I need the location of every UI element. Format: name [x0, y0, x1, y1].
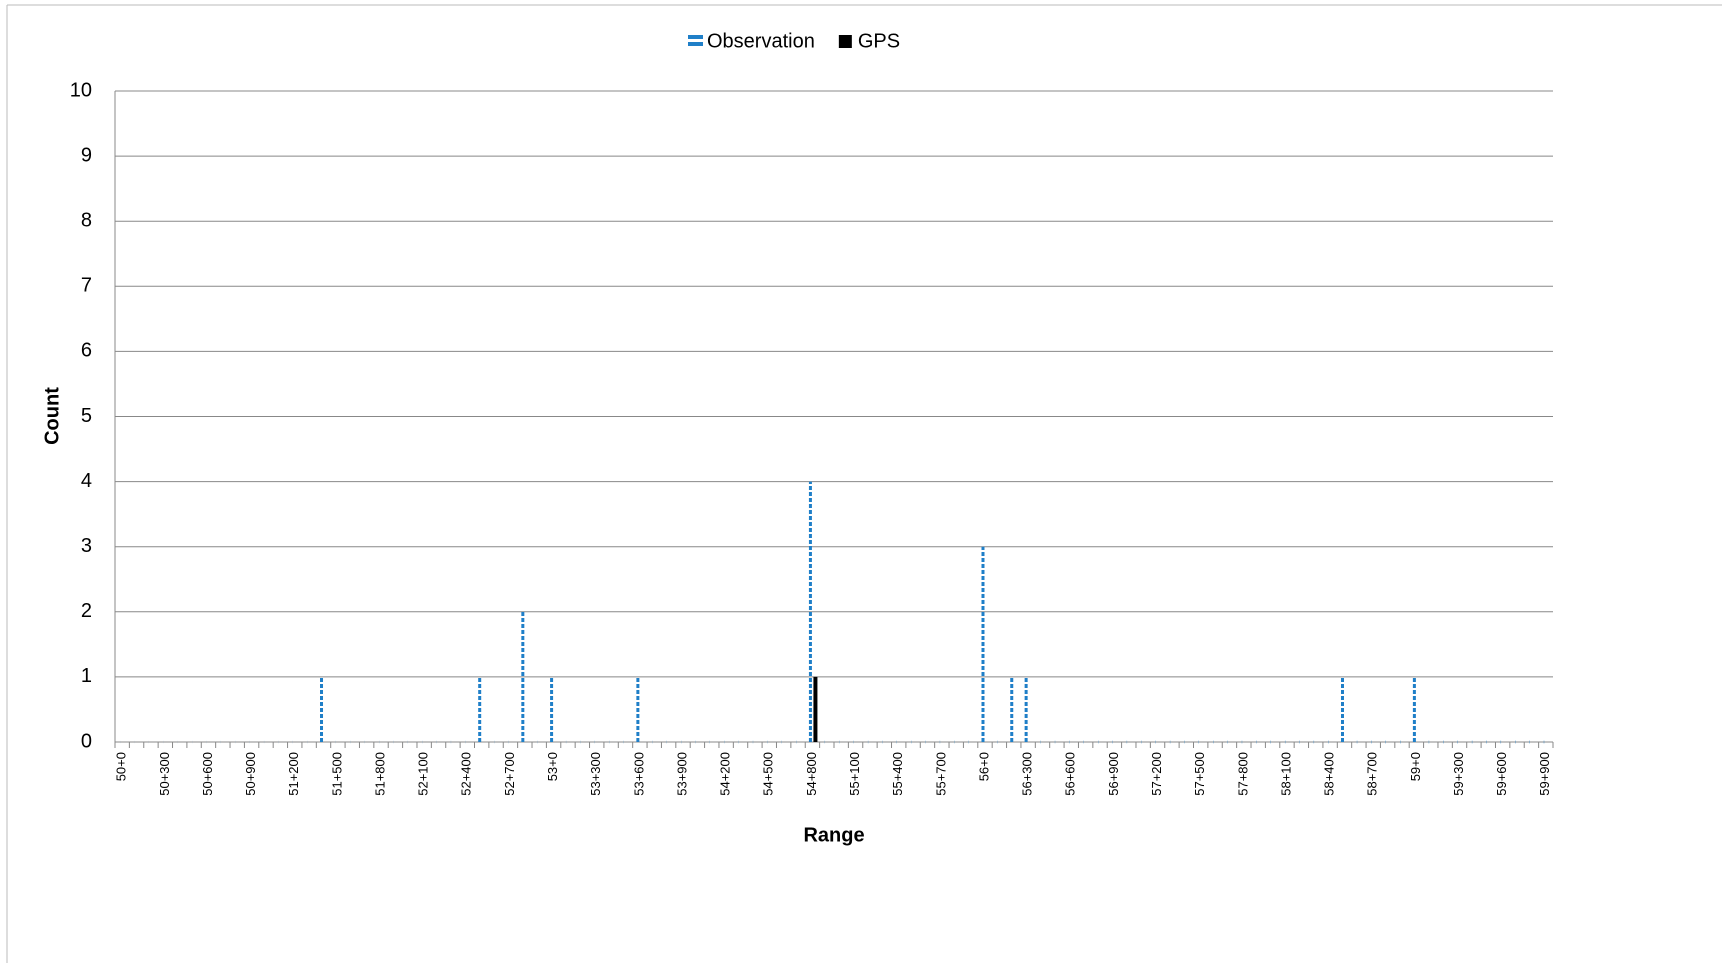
- y-tick-label: 7: [81, 275, 92, 297]
- x-tick-label: 57+500: [1192, 752, 1207, 796]
- x-tick-label: 57+200: [1149, 752, 1164, 796]
- y-tick-label: 2: [81, 600, 92, 622]
- x-tick-label: 58+400: [1322, 752, 1337, 796]
- x-tick-label: 59+900: [1537, 752, 1552, 796]
- x-tick-label: 52+100: [416, 752, 431, 796]
- x-tick-label: 50+0: [114, 752, 129, 781]
- x-tick-label: 55+100: [847, 752, 862, 796]
- x-tick-label: 59+300: [1451, 752, 1466, 796]
- x-tick-label: 52+700: [502, 752, 517, 796]
- x-tick-label: 51+200: [286, 752, 301, 796]
- x-axis-title: Range: [803, 824, 864, 846]
- y-tick-label: 1: [81, 665, 92, 687]
- y-tick-label: 5: [81, 405, 92, 427]
- x-tick-label: 50+600: [200, 752, 215, 796]
- x-tick-label: 53+300: [588, 752, 603, 796]
- x-tick-label: 56+300: [1020, 752, 1035, 796]
- x-tick-label: 55+400: [890, 752, 905, 796]
- x-tick-label: 54+800: [804, 752, 819, 796]
- x-tick-label: 58+700: [1365, 752, 1380, 796]
- x-tick-label: 54+200: [718, 752, 733, 796]
- y-tick-label: 4: [81, 470, 92, 492]
- x-tick-label: 57+800: [1235, 752, 1250, 796]
- bar: [813, 676, 818, 742]
- x-tick-label: 50+300: [157, 752, 172, 796]
- x-tick-label: 53+600: [631, 752, 646, 796]
- x-tick-label: 51+800: [372, 752, 387, 796]
- legend-swatch: [688, 35, 703, 39]
- y-tick-label: 0: [81, 730, 92, 752]
- legend-swatch: [838, 35, 852, 48]
- y-tick-label: 6: [81, 340, 92, 362]
- legend-label: GPS: [858, 30, 900, 52]
- x-tick-label: 55+700: [933, 752, 948, 796]
- x-tick-label: 56+600: [1063, 752, 1078, 796]
- y-tick-label: 9: [81, 144, 92, 166]
- y-axis-title: Count: [41, 387, 63, 445]
- legend-swatch: [688, 42, 703, 46]
- x-tick-label: 51+500: [329, 752, 344, 796]
- x-tick-label: 59+0: [1408, 752, 1423, 781]
- y-tick-label: 8: [81, 209, 92, 231]
- y-tick-label: 10: [70, 79, 92, 101]
- x-tick-label: 52+400: [459, 752, 474, 796]
- x-tick-label: 59+600: [1494, 752, 1509, 796]
- x-tick-label: 53+0: [545, 752, 560, 781]
- x-tick-label: 56+900: [1106, 752, 1121, 796]
- x-tick-label: 50+900: [243, 752, 258, 796]
- y-tick-label: 3: [81, 535, 92, 557]
- x-tick-label: 53+900: [674, 752, 689, 796]
- x-tick-label: 54+500: [761, 752, 776, 796]
- x-tick-label: 58+100: [1278, 752, 1293, 796]
- legend-label: Observation: [707, 30, 815, 52]
- x-tick-label: 56+0: [976, 752, 991, 781]
